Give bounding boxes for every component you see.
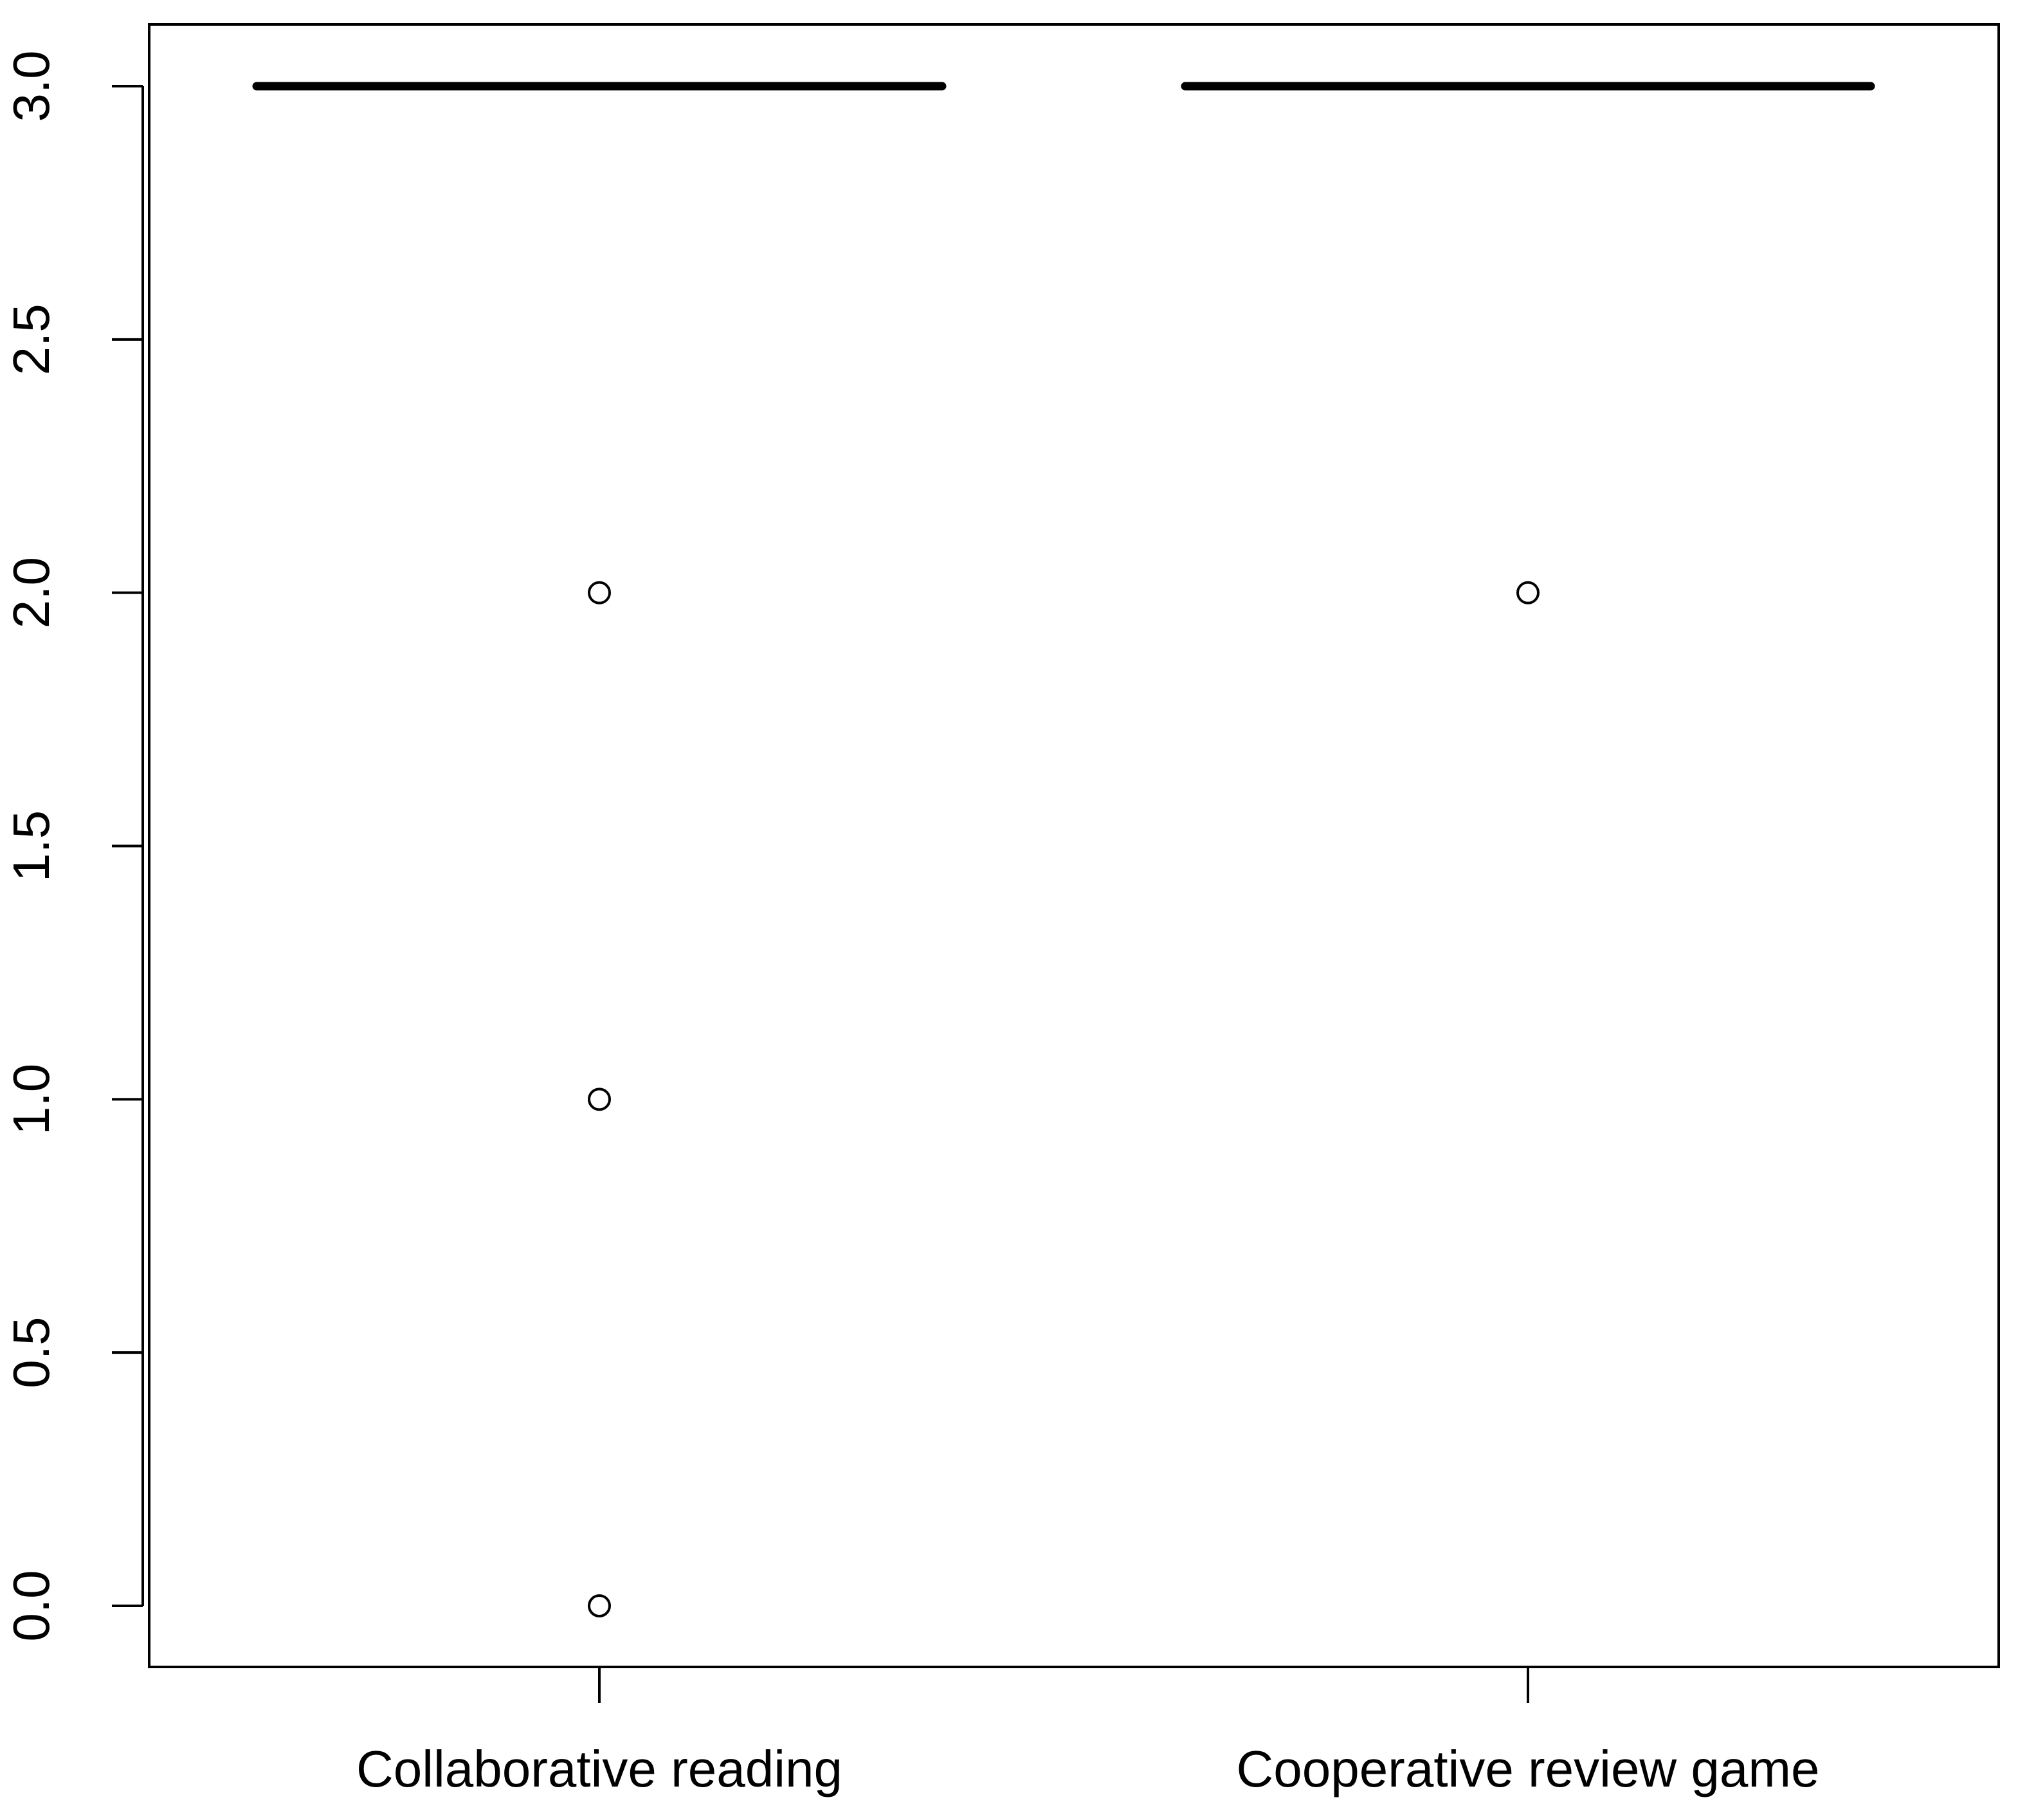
outlier-point bbox=[1516, 581, 1540, 605]
outlier-group bbox=[588, 581, 1540, 1617]
outlier-point bbox=[588, 1594, 611, 1617]
y-tick-label: 0.0 bbox=[3, 1570, 60, 1641]
x-tick-label: Collaborative reading bbox=[356, 1740, 842, 1797]
y-tick-label: 2.0 bbox=[3, 557, 60, 628]
y-tick-label: 3.0 bbox=[3, 50, 60, 122]
plot-frame bbox=[148, 23, 2000, 1668]
x-tick-label: Cooperative review game bbox=[1236, 1740, 1819, 1797]
y-tick-label: 1.0 bbox=[3, 1064, 60, 1135]
y-tick-label: 1.5 bbox=[3, 810, 60, 882]
y-tick-label: 2.5 bbox=[3, 304, 60, 375]
outlier-point bbox=[588, 1087, 611, 1111]
y-axis: 0.0 0.5 1.0 1.5 2.0 2.5 3.0 bbox=[3, 50, 144, 1642]
x-axis: Collaborative reading Cooperative review … bbox=[356, 1667, 1820, 1797]
y-tick-label: 0.5 bbox=[3, 1317, 60, 1388]
outlier-point bbox=[588, 581, 611, 605]
